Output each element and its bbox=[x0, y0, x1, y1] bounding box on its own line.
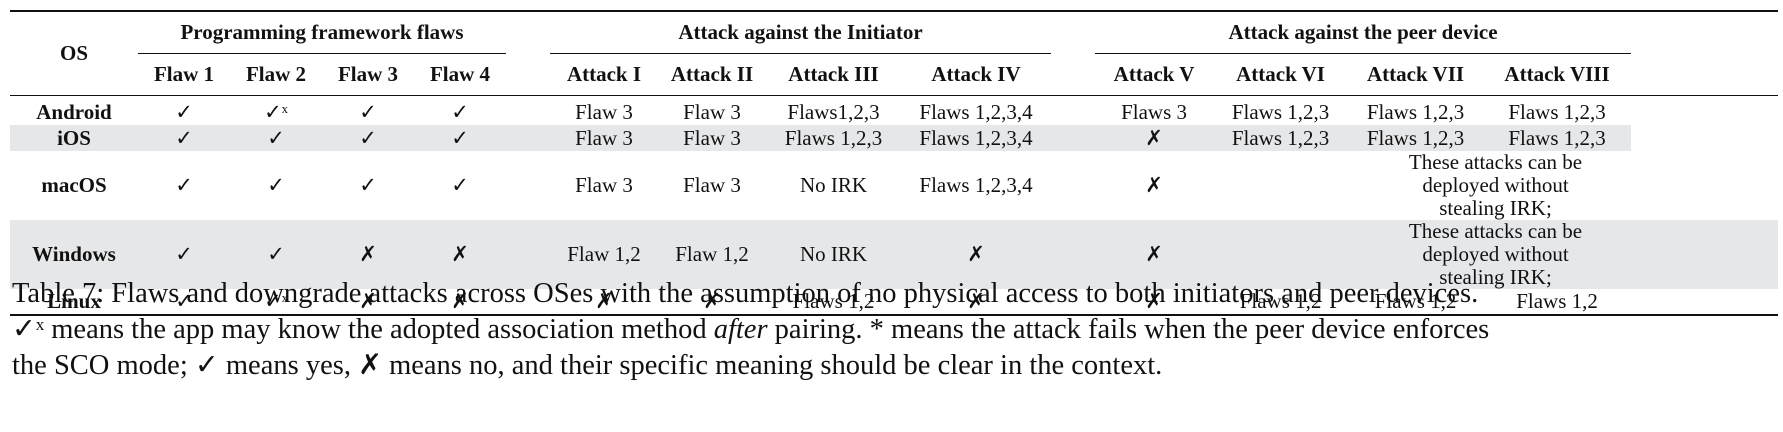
group-attack-initiator: Attack against the Initiator bbox=[550, 11, 1052, 54]
table-cell: Flaws 1,2 bbox=[1516, 289, 1598, 313]
table-cell: ✓ bbox=[138, 220, 230, 289]
header-attack-7: Attack VII bbox=[1367, 61, 1465, 86]
table-cell: No IRK bbox=[799, 173, 868, 197]
table-cell: Flaws 1,2,3 bbox=[1483, 125, 1632, 151]
table-cell: Flaws 1,2,3 bbox=[766, 125, 901, 151]
table-cell: ✓ bbox=[138, 125, 230, 151]
header-attack-6: Attack VI bbox=[1236, 61, 1325, 86]
table-caption: Table 7: Flaws and downgrade attacks acr… bbox=[12, 276, 1774, 384]
table-cell: ✗ bbox=[703, 289, 721, 313]
caption-text: means no, and their specific meaning sho… bbox=[381, 350, 1163, 381]
caption-line-3: the SCO mode; ✓ means yes, ✗ means no, a… bbox=[12, 348, 1774, 384]
table-cell: ✗ bbox=[322, 220, 414, 289]
table-cell: ✓ bbox=[359, 173, 377, 197]
table-cell: Flaw 1,2 bbox=[550, 220, 658, 289]
cross-icon: ✗ bbox=[358, 350, 382, 381]
group-attack-peer: Attack against the peer device bbox=[1095, 11, 1632, 54]
table-cell: ✗ bbox=[1095, 220, 1214, 289]
table-cell: Flaws1,2,3 bbox=[787, 99, 880, 124]
table-cell: ✓ bbox=[230, 125, 322, 151]
table-cell: Flaws 1,2,3,4 bbox=[919, 99, 1033, 124]
os-cell: iOS bbox=[10, 125, 138, 151]
table-row: Linux ✓ ✓ˣ ✗ ✗ ✗ ✗ Flaws 1,2 ✗ ✗ Flaws 1… bbox=[10, 289, 1778, 315]
header-attack-3: Attack III bbox=[788, 61, 879, 86]
table-cell: Flaws 1,2 bbox=[1239, 289, 1322, 313]
table-cell: No IRK bbox=[766, 220, 901, 289]
maybe-check-icon: ✓ˣ bbox=[12, 314, 45, 345]
table-cell: Flaws 1,2,3,4 bbox=[901, 125, 1052, 151]
caption-emphasis: after bbox=[713, 314, 768, 345]
table-cell: ✓ bbox=[230, 220, 322, 289]
table-cell: ✗ bbox=[901, 220, 1052, 289]
table-cell: ✗ bbox=[451, 289, 469, 313]
table-row: Android ✓ ✓ˣ ✓ ✓ Flaw 3 Flaw 3 Flaws1,2,… bbox=[10, 99, 1778, 125]
header-attack-8: Attack VIII bbox=[1504, 61, 1610, 86]
header-flaw-2: Flaw 2 bbox=[245, 61, 307, 86]
caption-text: means yes, bbox=[218, 350, 359, 381]
flaws-attacks-table: OS Programming framework flaws Attack ag… bbox=[10, 10, 1778, 316]
table-cell: Flaws 1,2,3 bbox=[1366, 99, 1465, 124]
table-cell: Flaws 1,2,3 bbox=[1508, 99, 1606, 124]
table-cell: Flaws 1,2,3 bbox=[1231, 99, 1330, 124]
caption-line-2: ✓ˣ means the app may know the adopted as… bbox=[12, 312, 1774, 348]
header-attack-1: Attack I bbox=[566, 61, 642, 86]
table-cell: Flaw 3 bbox=[683, 173, 741, 197]
table-cell: Flaw 1,2 bbox=[658, 220, 766, 289]
os-cell: Windows bbox=[10, 220, 138, 289]
merged-note-cell: These attacks can be deployed without st… bbox=[1408, 150, 1583, 220]
table-cell: Flaws 1,2 bbox=[1374, 289, 1457, 313]
check-icon: ✓ bbox=[194, 350, 219, 381]
caption-text: pairing. * means the attack fails when t… bbox=[767, 314, 1490, 345]
header-flaw-4: Flaw 4 bbox=[429, 61, 491, 86]
merged-note-cell: These attacks can be deployed without st… bbox=[1213, 220, 1778, 289]
table-cell: ✗ bbox=[1145, 173, 1163, 197]
table-cell: ✗ bbox=[359, 289, 377, 313]
header-flaw-3: Flaw 3 bbox=[337, 61, 399, 86]
table-cell: ✓ bbox=[359, 99, 377, 124]
table-cell: Flaws 1,2,3 bbox=[1348, 125, 1484, 151]
table-cell: Flaw 3 bbox=[575, 99, 633, 124]
group-framework-flaws: Programming framework flaws bbox=[138, 11, 506, 54]
caption-text: the SCO mode; bbox=[12, 350, 195, 381]
caption-line-1: Table 7: Flaws and downgrade attacks acr… bbox=[12, 278, 1479, 309]
table-cell: ✓ bbox=[175, 173, 193, 197]
table-cell: ✓ bbox=[451, 173, 469, 197]
table-cell: Flaws 1,2 bbox=[792, 289, 875, 313]
header-attack-4: Attack IV bbox=[931, 61, 1021, 86]
table-cell: ✓ bbox=[267, 173, 285, 197]
table-cell: ✗ bbox=[1095, 125, 1214, 151]
header-attack-5: Attack V bbox=[1113, 61, 1195, 86]
header-flaw-1: Flaw 1 bbox=[153, 61, 215, 86]
table-row: macOS ✓ ✓ ✓ ✓ Flaw 3 Flaw 3 No IRK Flaws… bbox=[10, 151, 1778, 220]
table-cell: ✓ˣ bbox=[264, 289, 288, 313]
table-cell: ✗ bbox=[595, 289, 613, 313]
os-cell: macOS bbox=[41, 173, 107, 197]
table-cell: ✓ bbox=[175, 99, 193, 124]
table-cell: ✓ bbox=[175, 289, 193, 313]
table-cell: ✓ bbox=[322, 125, 414, 151]
table-cell: ✓ bbox=[414, 125, 506, 151]
table-row: iOS ✓ ✓ ✓ ✓ Flaw 3 Flaw 3 Flaws 1,2,3 Fl… bbox=[10, 125, 1778, 151]
table-cell: Flaw 3 bbox=[683, 99, 741, 124]
caption-text: means the app may know the adopted assoc… bbox=[44, 314, 714, 345]
table-cell: Flaw 3 bbox=[575, 173, 633, 197]
table-cell: ✗ bbox=[1145, 289, 1163, 313]
table-cell: Flaw 3 bbox=[550, 125, 658, 151]
table-row: Windows ✓ ✓ ✗ ✗ Flaw 1,2 Flaw 1,2 No IRK… bbox=[10, 220, 1778, 289]
table-cell: Flaw 3 bbox=[658, 125, 766, 151]
header-attack-2: Attack II bbox=[670, 61, 754, 86]
os-cell: Linux bbox=[47, 289, 101, 313]
os-cell: Android bbox=[36, 99, 112, 124]
table-cell: Flaws 1,2,3,4 bbox=[919, 173, 1033, 197]
table-cell: ✓ˣ bbox=[264, 99, 288, 124]
table-cell: ✗ bbox=[414, 220, 506, 289]
table-cell: Flaws 3 bbox=[1121, 99, 1187, 124]
table-cell: ✓ bbox=[451, 99, 469, 124]
table-cell: ✗ bbox=[967, 289, 985, 313]
table-cell: Flaws 1,2,3 bbox=[1213, 125, 1349, 151]
os-header: OS bbox=[59, 40, 88, 65]
